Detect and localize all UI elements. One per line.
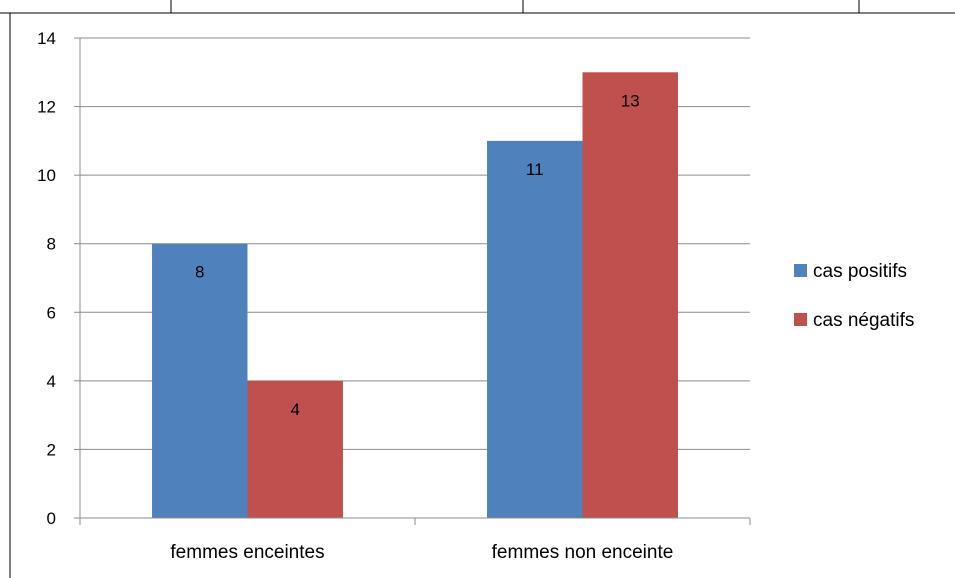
y-tick-label: 8 xyxy=(47,235,56,254)
legend-label: cas négatifs xyxy=(813,310,914,331)
legend: cas positifs cas négatifs xyxy=(794,261,914,331)
y-tick-label: 14 xyxy=(37,29,56,48)
y-tick-label: 2 xyxy=(47,440,56,459)
y-tick-label: 4 xyxy=(47,372,56,391)
bar-cas-positifs xyxy=(487,140,583,518)
y-tick-label: 6 xyxy=(47,303,56,322)
legend-label: cas positifs xyxy=(813,261,907,282)
legend-swatch xyxy=(794,264,807,277)
y-axis-ticks: 0 2 4 6 8 10 12 14 xyxy=(37,29,80,528)
x-axis-labels: femmes enceintes femmes non enceinte xyxy=(170,542,673,563)
data-label: 11 xyxy=(526,160,544,179)
bars xyxy=(152,72,678,519)
data-label: 8 xyxy=(195,263,204,282)
data-label: 13 xyxy=(621,91,640,110)
legend-swatch xyxy=(794,313,807,326)
bar-cas-negatifs xyxy=(247,380,343,518)
data-labels: 8 4 11 13 xyxy=(195,91,640,419)
bar-cas-positifs xyxy=(152,243,248,518)
y-tick-label: 12 xyxy=(37,98,56,117)
data-label: 4 xyxy=(291,400,300,419)
x-category-label: femmes non enceinte xyxy=(492,542,674,563)
axes xyxy=(79,38,751,525)
bar-cas-negatifs xyxy=(582,72,678,519)
x-category-label: femmes enceintes xyxy=(170,542,324,563)
y-tick-label: 0 xyxy=(47,509,56,528)
y-tick-label: 10 xyxy=(37,166,56,185)
